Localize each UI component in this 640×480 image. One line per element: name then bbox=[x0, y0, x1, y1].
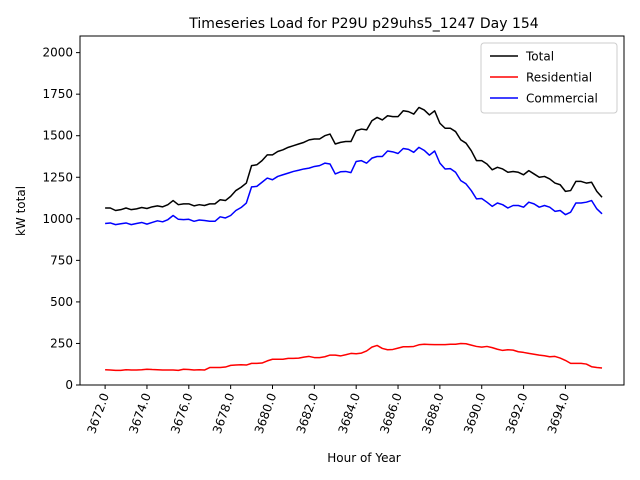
x-tick-label: 3688.0 bbox=[419, 391, 447, 435]
y-tick-label: 500 bbox=[50, 295, 73, 309]
x-tick-label: 3680.0 bbox=[252, 391, 280, 435]
legend-label-total: Total bbox=[525, 50, 554, 64]
x-tick-label: 3686.0 bbox=[377, 391, 405, 435]
x-axis-title: Hour of Year bbox=[327, 451, 401, 465]
x-tick-label: 3684.0 bbox=[335, 391, 363, 435]
x-tick-label: 3692.0 bbox=[503, 391, 531, 435]
y-axis-title: kW total bbox=[14, 186, 28, 236]
legend-frame bbox=[480, 42, 618, 114]
x-tick-label: 3676.0 bbox=[168, 391, 196, 435]
series-line-residential bbox=[105, 342, 603, 372]
x-axis-ticks: 3672.0 3674.0 3676.0 3678.0 3680.0 3682.0 3684… bbox=[84, 385, 572, 435]
chart-title: Timeseries Load for P29U p29uhs5_1247 Da… bbox=[188, 16, 538, 32]
x-tick-label: 3690.0 bbox=[461, 391, 489, 435]
y-tick-label: 750 bbox=[50, 253, 73, 267]
y-tick-label: 0 bbox=[65, 378, 73, 392]
x-tick-label: 3678.0 bbox=[210, 391, 238, 435]
y-tick-label: 2000 bbox=[42, 46, 73, 60]
y-tick-label: 1250 bbox=[42, 170, 73, 184]
x-tick-label: 3694.0 bbox=[545, 391, 573, 435]
y-axis-ticks: 0 250 500 750 1000 1250 1500 1750 2000 bbox=[42, 46, 80, 392]
y-tick-label: 1000 bbox=[42, 212, 73, 226]
legend-label-commercial: Commercial bbox=[526, 92, 598, 106]
x-tick-label: 3672.0 bbox=[84, 391, 112, 435]
y-tick-label: 1750 bbox=[42, 87, 73, 101]
legend-label-residential: Residential bbox=[526, 71, 592, 85]
x-tick-label: 3674.0 bbox=[126, 391, 154, 435]
series-line-commercial bbox=[105, 146, 603, 226]
y-tick-label: 1500 bbox=[42, 129, 73, 143]
plot-area bbox=[79, 35, 625, 386]
legend: Total Residential Commercial bbox=[480, 42, 618, 114]
series-line-total bbox=[105, 106, 603, 212]
plot-frame bbox=[79, 35, 625, 386]
x-tick-label: 3682.0 bbox=[294, 391, 322, 435]
y-tick-label: 250 bbox=[50, 336, 73, 350]
